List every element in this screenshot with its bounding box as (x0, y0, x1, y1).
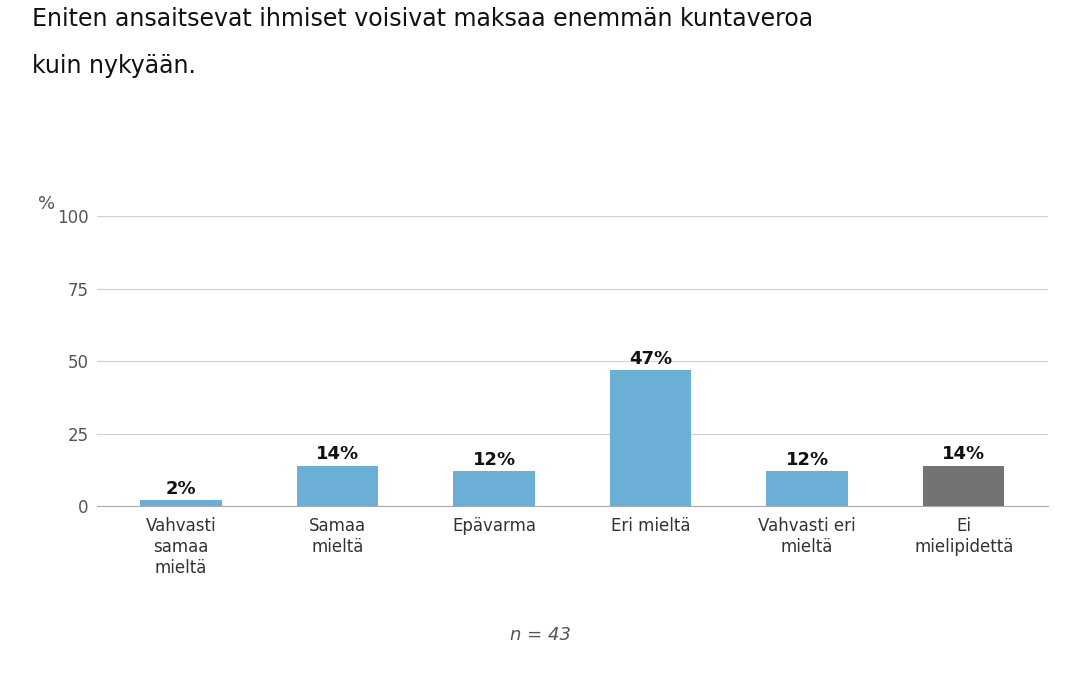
Text: Eniten ansaitsevat ihmiset voisivat maksaa enemmän kuntaveroa: Eniten ansaitsevat ihmiset voisivat maks… (32, 7, 813, 31)
Text: 14%: 14% (942, 446, 985, 463)
Text: %: % (38, 194, 55, 213)
Text: 12%: 12% (785, 451, 828, 469)
Text: 14%: 14% (316, 446, 360, 463)
Bar (454, 471, 535, 506)
Bar (140, 500, 221, 506)
Text: 12%: 12% (473, 451, 516, 469)
Bar (767, 471, 848, 506)
Bar (610, 370, 691, 506)
Bar (297, 466, 378, 506)
Text: kuin nykyään.: kuin nykyään. (32, 54, 197, 78)
Text: n = 43: n = 43 (510, 626, 570, 643)
Text: 47%: 47% (629, 350, 672, 367)
Bar (923, 466, 1004, 506)
Text: 2%: 2% (166, 480, 197, 498)
